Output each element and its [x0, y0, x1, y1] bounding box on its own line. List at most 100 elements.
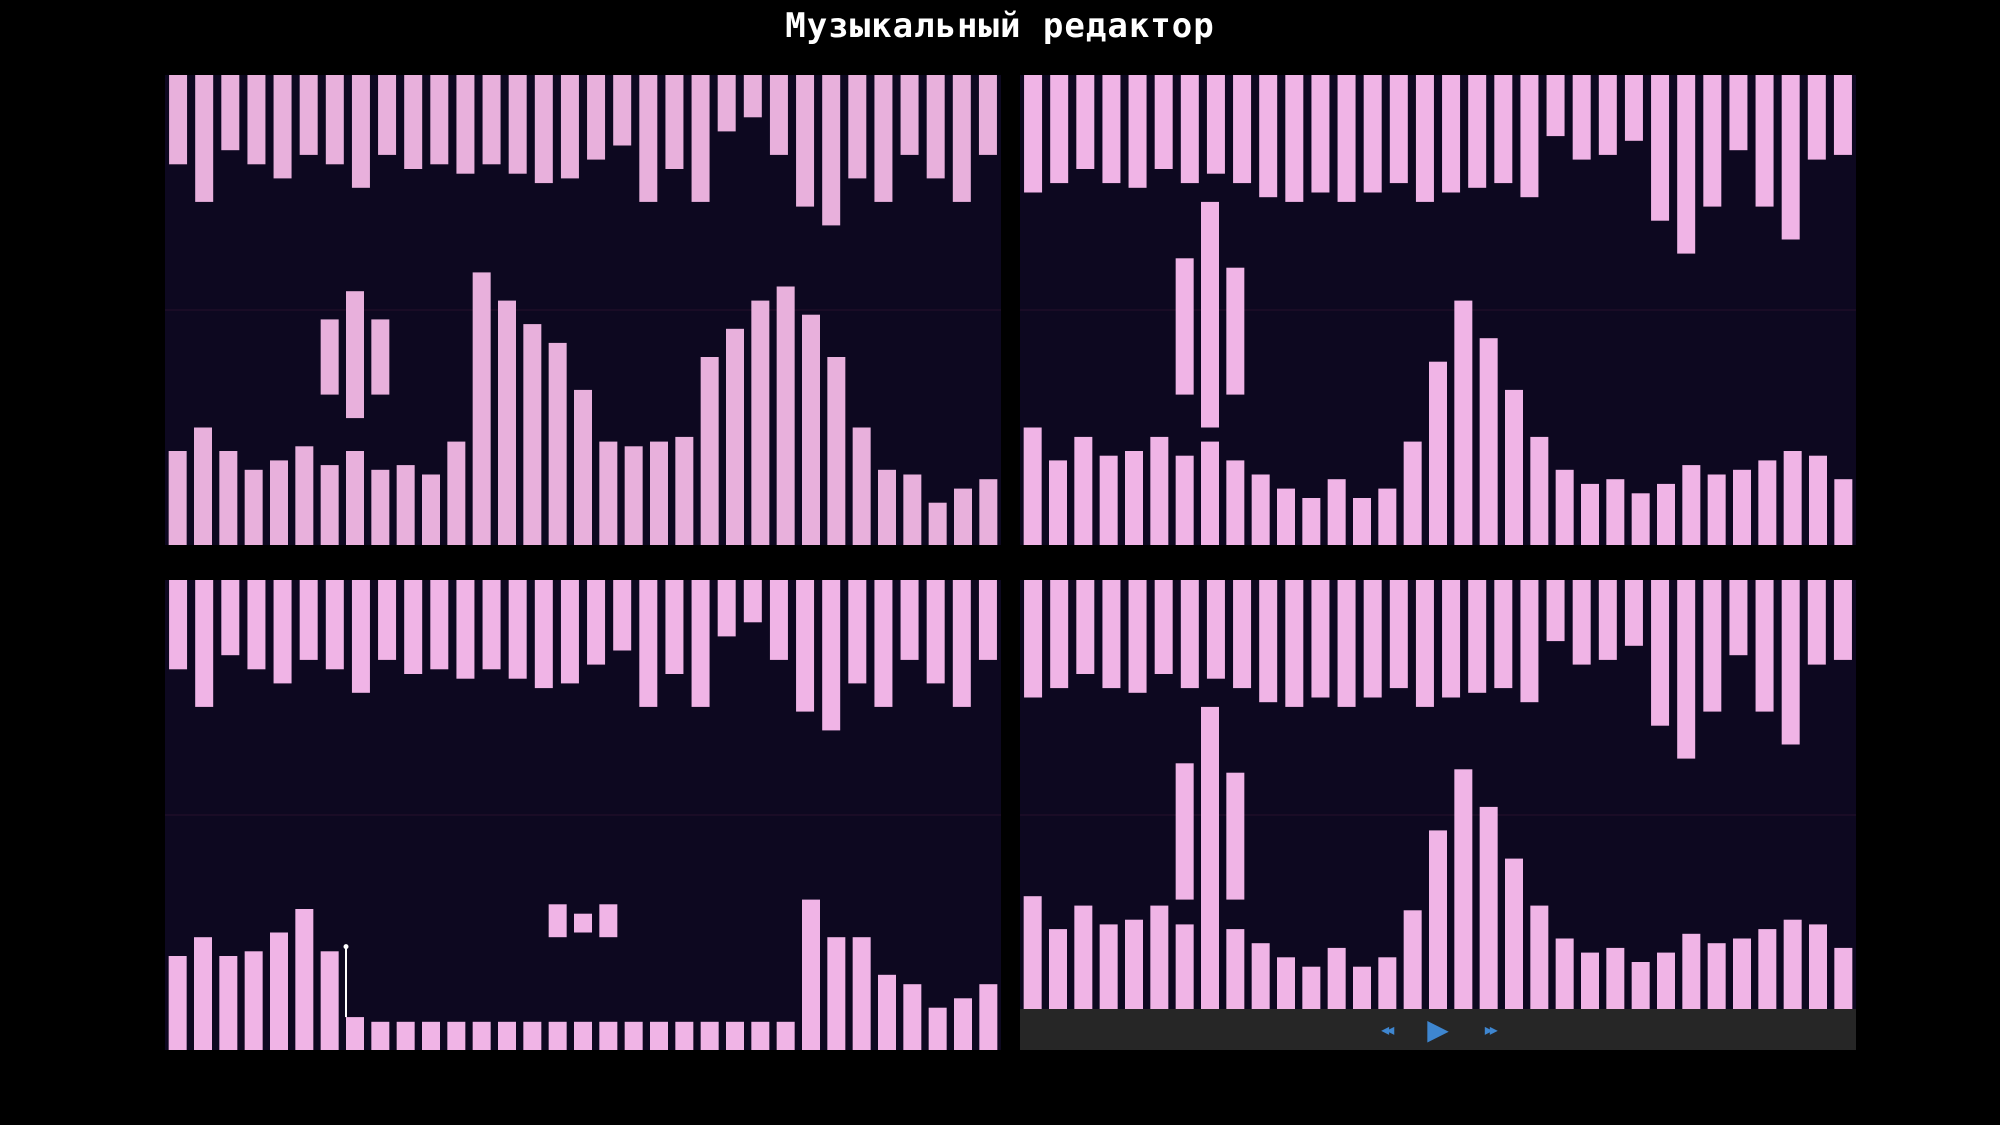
top-bar[interactable]	[1128, 75, 1147, 188]
top-bar[interactable]	[1259, 580, 1278, 703]
top-bar[interactable]	[796, 580, 815, 712]
top-bar[interactable]	[1233, 580, 1252, 689]
top-bar[interactable]	[926, 580, 945, 684]
floating-bar[interactable]	[1201, 706, 1219, 933]
top-bar[interactable]	[1442, 75, 1461, 193]
bottom-bar[interactable]	[1226, 929, 1245, 1009]
top-bar[interactable]	[717, 75, 736, 132]
top-bar[interactable]	[1311, 75, 1330, 193]
bottom-bar[interactable]	[346, 451, 364, 545]
top-bar[interactable]	[822, 580, 841, 731]
bottom-bar[interactable]	[599, 1021, 618, 1050]
top-bar[interactable]	[1363, 75, 1382, 193]
top-bar[interactable]	[404, 580, 423, 674]
top-bar[interactable]	[221, 580, 240, 656]
bottom-bar[interactable]	[371, 1021, 390, 1050]
top-bar[interactable]	[1807, 75, 1826, 160]
bottom-bar[interactable]	[1834, 947, 1853, 1009]
bottom-bar[interactable]	[954, 998, 972, 1050]
bottom-bar[interactable]	[1403, 910, 1422, 1009]
floating-bar[interactable]	[1175, 258, 1194, 395]
top-bar[interactable]	[351, 580, 370, 693]
top-bar[interactable]	[1833, 75, 1852, 155]
bottom-bar[interactable]	[1429, 830, 1447, 1009]
top-bar[interactable]	[378, 580, 397, 660]
bottom-bar[interactable]	[168, 956, 187, 1050]
bottom-bar[interactable]	[1657, 483, 1675, 545]
top-bar[interactable]	[1651, 75, 1670, 221]
top-bar[interactable]	[1755, 75, 1774, 207]
top-bar[interactable]	[430, 580, 449, 670]
bottom-bar[interactable]	[320, 465, 339, 545]
bottom-bar[interactable]	[802, 899, 820, 1050]
top-bar[interactable]	[743, 75, 762, 118]
bottom-bar[interactable]	[1682, 465, 1701, 545]
top-bar[interactable]	[1259, 75, 1278, 198]
top-bar[interactable]	[848, 75, 867, 179]
bottom-bar[interactable]	[1707, 474, 1726, 546]
bottom-bar[interactable]	[219, 451, 238, 545]
bottom-bar[interactable]	[1581, 483, 1599, 545]
top-bar[interactable]	[769, 580, 788, 660]
top-bar[interactable]	[456, 75, 475, 174]
top-bar[interactable]	[273, 75, 292, 179]
bottom-bar[interactable]	[1479, 338, 1498, 545]
top-bar[interactable]	[665, 75, 684, 169]
bottom-bar[interactable]	[523, 324, 542, 545]
bottom-bar[interactable]	[371, 469, 390, 545]
top-bar[interactable]	[665, 580, 684, 674]
bottom-bar[interactable]	[320, 951, 339, 1050]
top-bar[interactable]	[534, 580, 553, 689]
top-bar[interactable]	[1624, 580, 1643, 646]
top-bar[interactable]	[587, 580, 606, 665]
bottom-bar[interactable]	[194, 427, 212, 546]
top-bar[interactable]	[639, 75, 658, 202]
bottom-bar[interactable]	[1150, 905, 1169, 1009]
top-bar[interactable]	[325, 580, 344, 670]
bottom-bar[interactable]	[878, 469, 896, 545]
floating-bar[interactable]	[599, 904, 618, 938]
bottom-bar[interactable]	[1555, 469, 1574, 545]
top-bar[interactable]	[613, 580, 632, 651]
bottom-bar[interactable]	[852, 427, 871, 546]
floating-bar[interactable]	[371, 319, 390, 395]
bottom-bar[interactable]	[1606, 479, 1625, 545]
top-bar[interactable]	[1024, 580, 1043, 698]
track-panel-top-left[interactable]	[165, 75, 1001, 545]
bottom-bar[interactable]	[295, 909, 314, 1050]
bottom-bar[interactable]	[1783, 451, 1802, 545]
top-bar[interactable]	[247, 580, 266, 670]
top-bar[interactable]	[587, 75, 606, 160]
bottom-bar[interactable]	[270, 932, 288, 1051]
top-bar[interactable]	[508, 580, 527, 679]
top-bar[interactable]	[299, 580, 318, 660]
bottom-bar[interactable]	[1353, 498, 1371, 545]
bottom-bar[interactable]	[1327, 947, 1346, 1009]
top-bar[interactable]	[1102, 75, 1121, 184]
track-canvas[interactable]	[165, 75, 1001, 545]
bottom-bar[interactable]	[827, 357, 846, 545]
bottom-bar[interactable]	[1733, 938, 1751, 1010]
bottom-bar[interactable]	[624, 446, 643, 545]
top-bar[interactable]	[1468, 580, 1487, 693]
bottom-bar[interactable]	[548, 342, 567, 545]
floating-bar[interactable]	[574, 913, 592, 933]
top-bar[interactable]	[1781, 580, 1800, 745]
bottom-bar[interactable]	[295, 446, 314, 545]
top-bar[interactable]	[1363, 580, 1382, 698]
bottom-bar[interactable]	[776, 286, 795, 546]
bottom-bar[interactable]	[1302, 498, 1321, 545]
bottom-bar[interactable]	[1758, 929, 1777, 1009]
top-bar[interactable]	[1076, 75, 1095, 169]
bottom-bar[interactable]	[574, 389, 592, 545]
top-bar[interactable]	[404, 75, 423, 169]
top-bar[interactable]	[1233, 75, 1252, 184]
top-bar[interactable]	[1076, 580, 1095, 674]
top-bar[interactable]	[1415, 75, 1434, 202]
top-bar[interactable]	[1833, 580, 1852, 660]
fast-forward-icon[interactable]: ▸▸	[1484, 1019, 1498, 1039]
bottom-bar[interactable]	[244, 951, 263, 1050]
track-canvas[interactable]	[165, 580, 1001, 1050]
top-bar[interactable]	[1468, 75, 1487, 188]
top-bar[interactable]	[378, 75, 397, 155]
